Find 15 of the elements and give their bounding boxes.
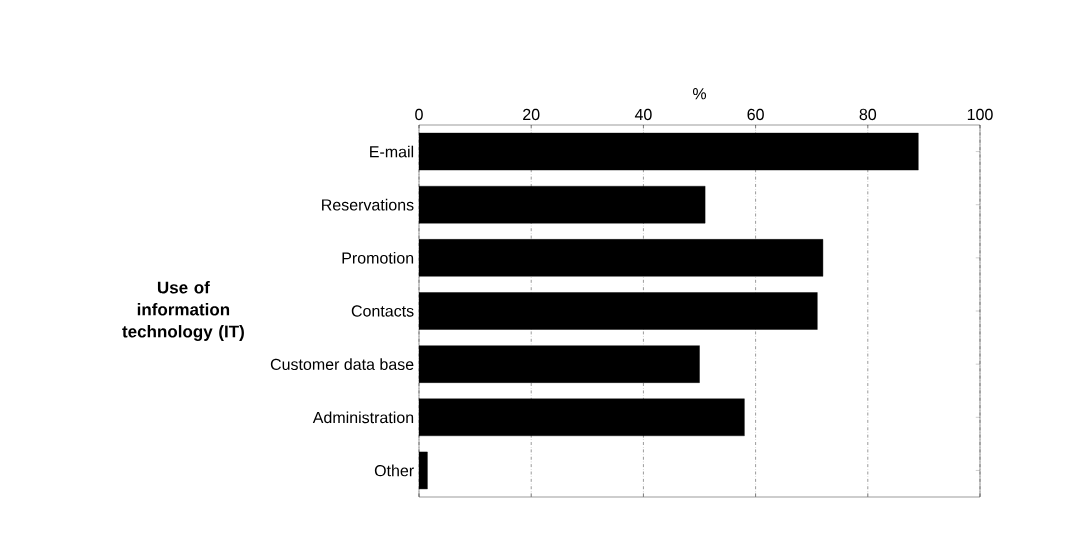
y-axis-title: Use of information technology (IT): [122, 281, 244, 341]
x-tick-label: 40: [634, 108, 652, 121]
x-tick-label: 100: [967, 108, 993, 121]
y-tick-label: Promotion: [342, 251, 414, 264]
x-tick-label: 20: [523, 108, 540, 121]
y-tick-label: Customer data base: [270, 358, 414, 371]
y-tick-label: E-mail: [370, 145, 414, 158]
x-tick-label: 80: [859, 108, 877, 121]
y-tick-label: Administration: [312, 411, 414, 424]
y-tick-label: Other: [374, 464, 414, 477]
y-tick-label: Contacts: [351, 305, 414, 317]
x-axis-title: %: [692, 88, 707, 100]
y-tick-label: Reservations: [322, 198, 414, 211]
x-tick-label: 0: [415, 108, 423, 121]
x-tick-label: 60: [747, 108, 764, 121]
